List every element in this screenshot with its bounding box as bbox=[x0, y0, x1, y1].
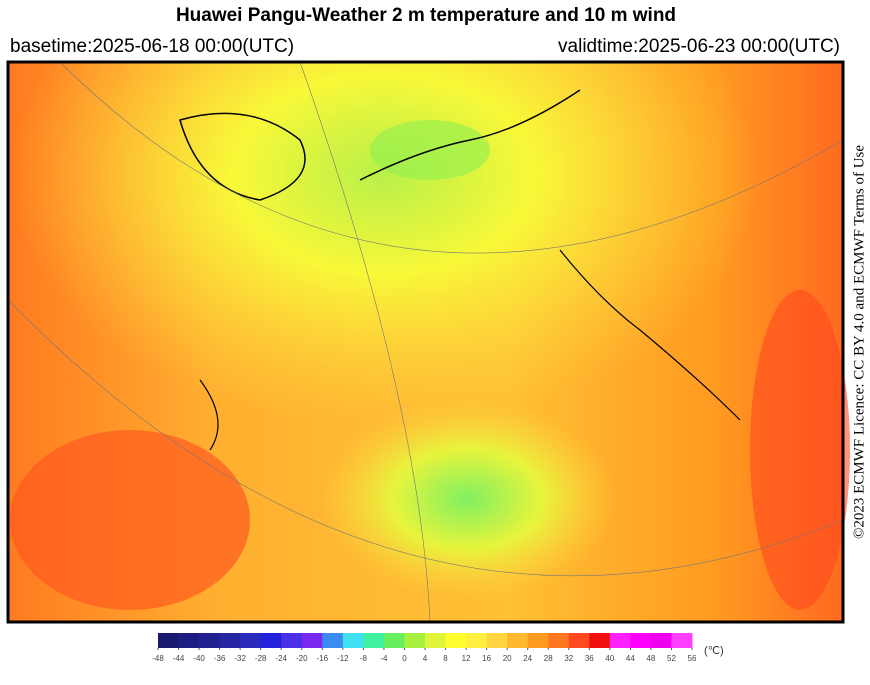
basetime: basetime:2025-06-18 00:00(UTC) bbox=[10, 36, 294, 57]
colorbar-tick-label: -36 bbox=[214, 654, 226, 663]
colorbar-bin bbox=[548, 633, 570, 648]
colorbar-tick-label: 40 bbox=[605, 654, 614, 663]
colorbar-tick-label: -16 bbox=[317, 654, 329, 663]
colorbar-tick-label: -40 bbox=[193, 654, 205, 663]
colorbar-bin bbox=[281, 633, 303, 648]
colorbar-tick-label: -20 bbox=[296, 654, 308, 663]
colorbar-bin bbox=[322, 633, 344, 648]
colorbar-bin bbox=[178, 633, 200, 648]
colorbar-tick-label: -48 bbox=[152, 654, 164, 663]
colorbar-bin bbox=[199, 633, 221, 648]
colorbar-bin bbox=[404, 633, 426, 648]
colorbar-tick-label: 20 bbox=[503, 654, 512, 663]
colorbar-tick-label: 28 bbox=[544, 654, 553, 663]
colorbar-tick-label: -8 bbox=[360, 654, 368, 663]
colorbar-tick-label: 36 bbox=[585, 654, 594, 663]
colorbar: -48 -44 -40 -36 -32 -28 -24 -20 -16 -12 -8 -4 0 4 8 12 1… bbox=[152, 633, 724, 663]
colorbar-tick-label: 48 bbox=[646, 654, 655, 663]
colorbar-bin bbox=[466, 633, 488, 648]
colorbar-tick-label: -4 bbox=[380, 654, 388, 663]
colorbar-tick-label: 12 bbox=[462, 654, 471, 663]
colorbar-bin bbox=[301, 633, 323, 648]
colorbar-bin bbox=[630, 633, 652, 648]
colorbar-bin bbox=[383, 633, 405, 648]
colorbar-tick-label: -12 bbox=[337, 654, 349, 663]
colorbar-bin bbox=[609, 633, 631, 648]
colorbar-tick-label: -32 bbox=[234, 654, 246, 663]
colorbar-bin bbox=[158, 633, 180, 648]
colorbar-bin bbox=[342, 633, 364, 648]
title: Huawei Pangu-Weather 2 m temperature and… bbox=[176, 5, 676, 26]
colorbar-bin bbox=[589, 633, 611, 648]
colorbar-tick-label: 4 bbox=[423, 654, 428, 663]
colorbar-tick-label: 24 bbox=[523, 654, 532, 663]
colorbar-tick-label: 16 bbox=[482, 654, 491, 663]
colorbar-tick-label: -44 bbox=[173, 654, 185, 663]
map bbox=[6, 60, 850, 624]
colorbar-bin bbox=[240, 633, 262, 648]
colorbar-bin bbox=[486, 633, 508, 648]
colorbar-tick-label: 32 bbox=[564, 654, 573, 663]
colorbar-bin bbox=[363, 633, 385, 648]
colorbar-tick-label: 56 bbox=[688, 654, 697, 663]
validtime: validtime:2025-06-23 00:00(UTC) bbox=[558, 36, 840, 57]
colorbar-tick-label: 52 bbox=[667, 654, 676, 663]
colorbar-bin bbox=[260, 633, 282, 648]
colorbar-bin bbox=[219, 633, 241, 648]
colorbar-bin bbox=[671, 633, 693, 648]
colorbar-unit: (℃) bbox=[704, 645, 724, 657]
colorbar-tick-label: -24 bbox=[275, 654, 287, 663]
colorbar-tick-label: 8 bbox=[443, 654, 448, 663]
colorbar-bin bbox=[425, 633, 447, 648]
licence: ©2023 ECMWF Licence: CC BY 4.0 and ECMWF… bbox=[851, 145, 867, 539]
colorbar-tick-label: 44 bbox=[626, 654, 635, 663]
colorbar-tick-label: -28 bbox=[255, 654, 267, 663]
colorbar-bin bbox=[650, 633, 672, 648]
colorbar-bin bbox=[527, 633, 549, 648]
colorbar-bin bbox=[507, 633, 529, 648]
colorbar-tick-label: 0 bbox=[402, 654, 407, 663]
colorbar-bin bbox=[445, 633, 467, 648]
colorbar-bin bbox=[568, 633, 590, 648]
